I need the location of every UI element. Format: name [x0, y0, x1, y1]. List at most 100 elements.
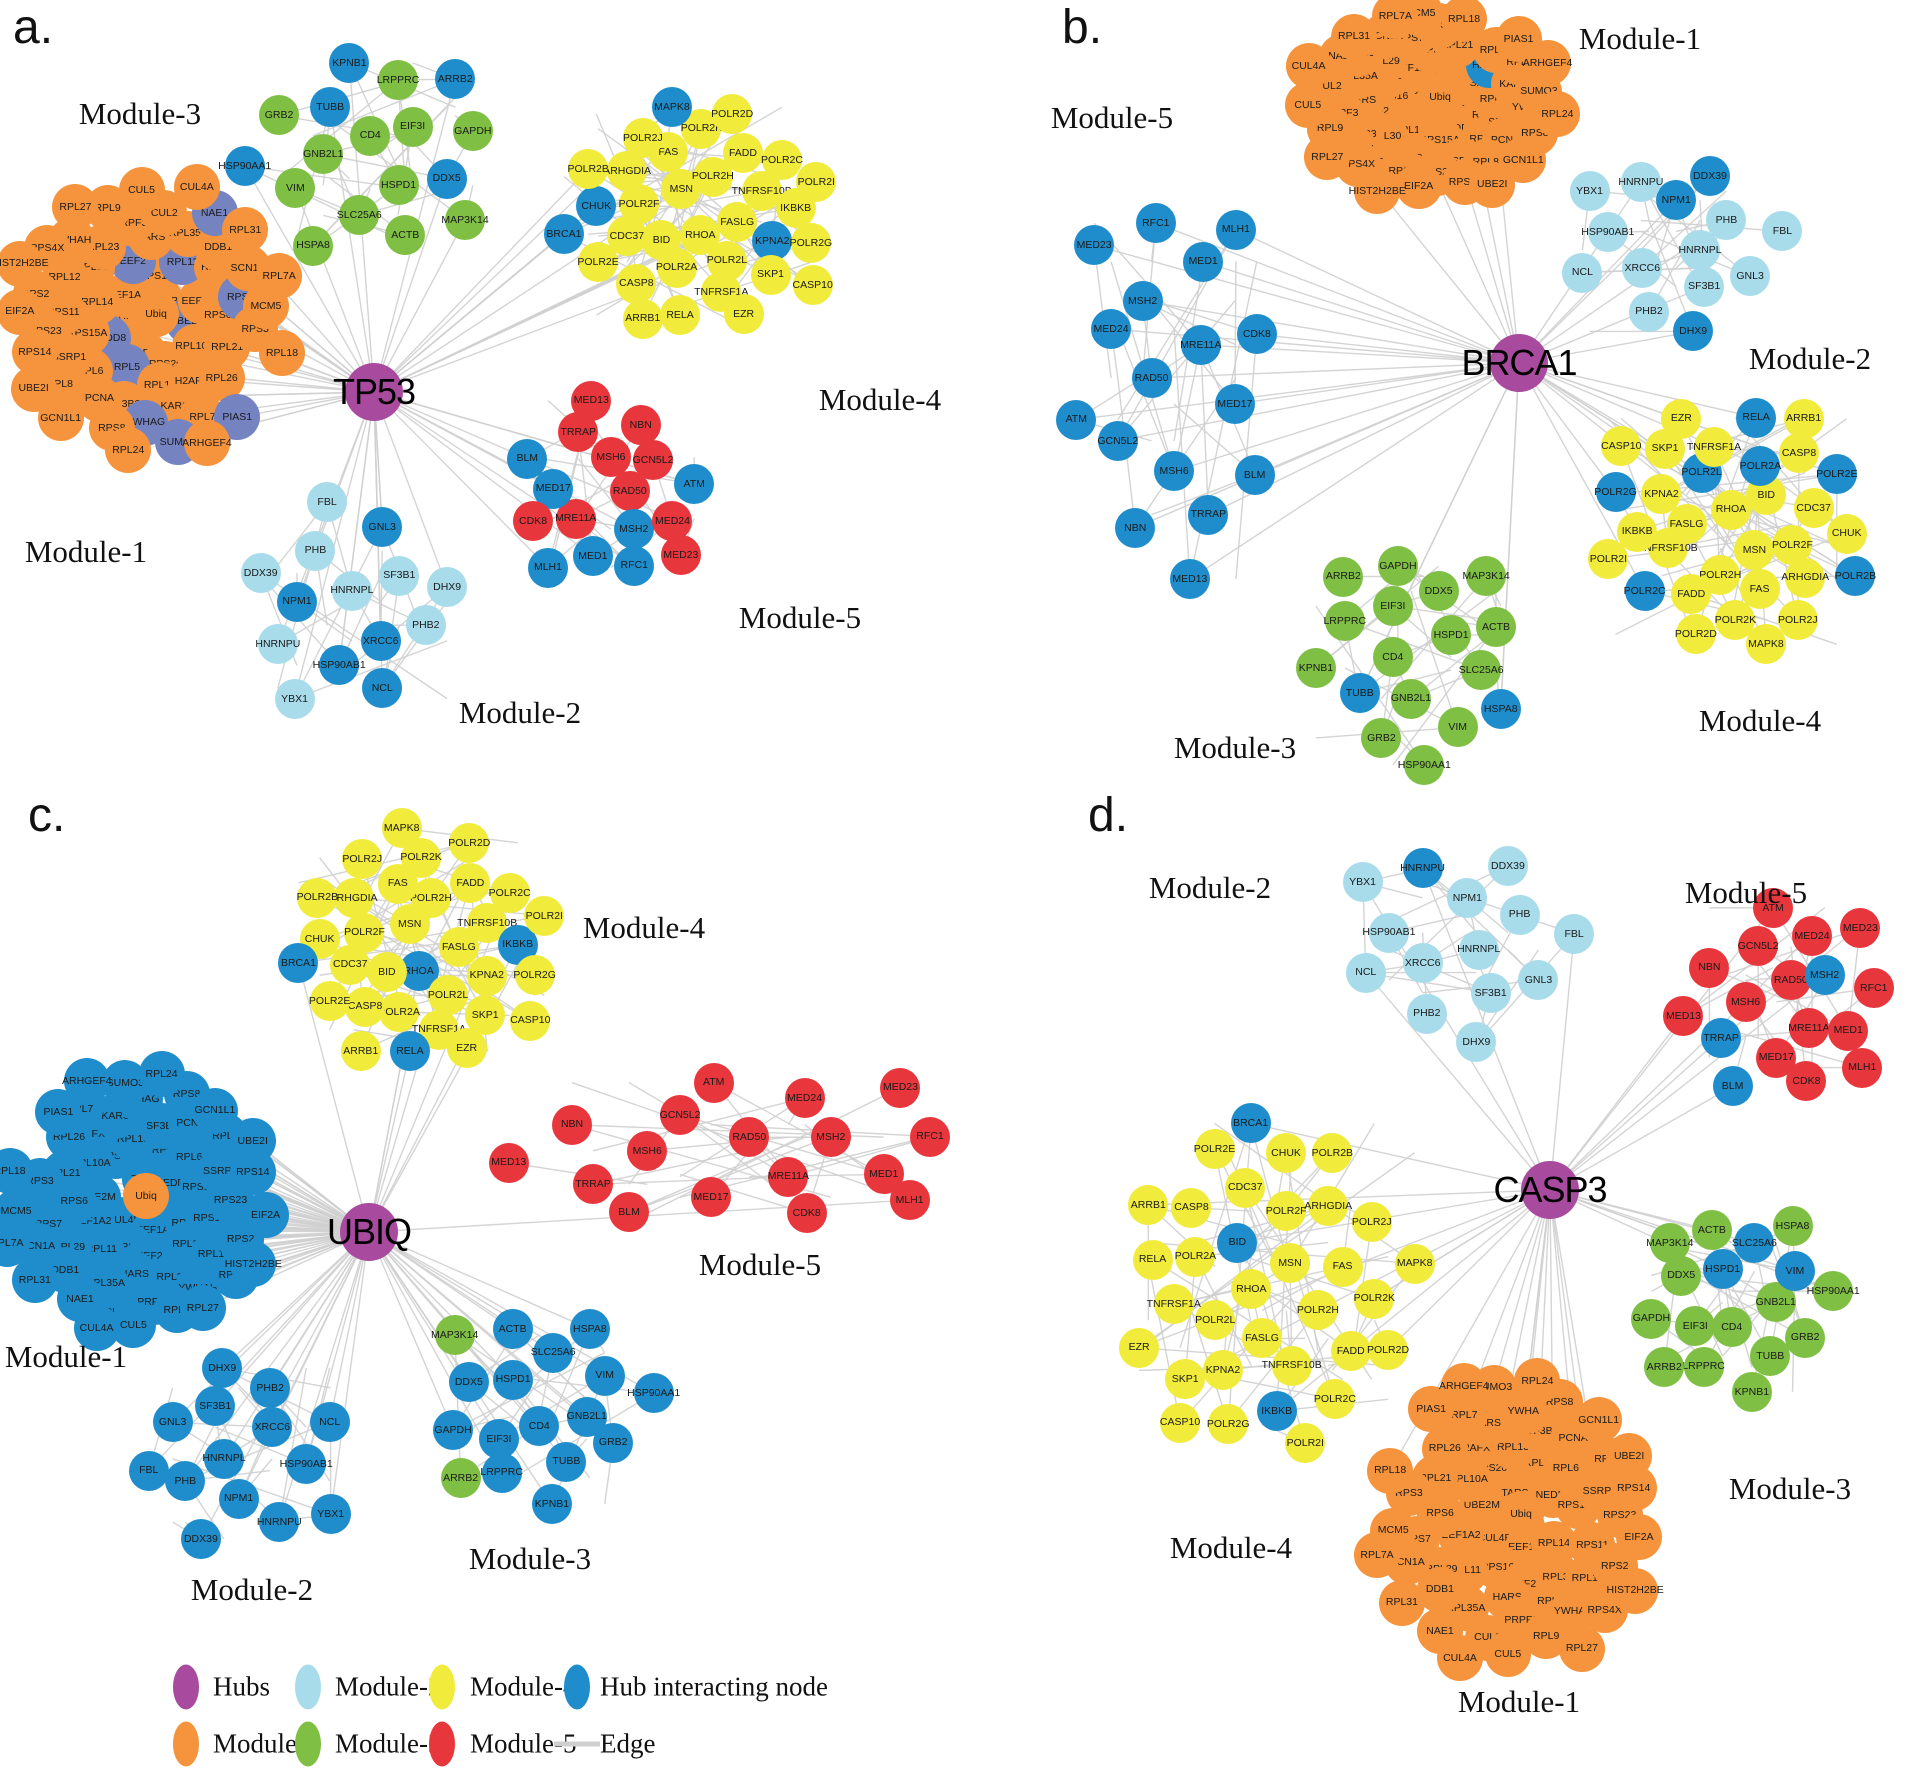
- node-rpl27: RPL27: [179, 1285, 226, 1332]
- node-label: HSPA8: [296, 239, 330, 252]
- node-arrb2: ARRB2: [435, 59, 476, 100]
- edge: [373, 219, 466, 393]
- node-label: CD4: [359, 129, 381, 142]
- node-label: RPS11: [1576, 1538, 1609, 1551]
- node-gcn5l2: GCN5L2: [660, 1094, 700, 1135]
- node-polr2f: POLR2F: [1265, 1191, 1307, 1232]
- node-label: RPL7A: [1360, 1549, 1394, 1562]
- node-label: KPNB1: [1298, 661, 1334, 674]
- node-arhgef4: ARHGEF4: [1439, 1363, 1489, 1410]
- node-rpl24: RPL24: [105, 427, 152, 473]
- node-label: HIST2H2BE: [1348, 184, 1406, 197]
- node-label: CDC37: [332, 958, 368, 971]
- node-label: POLR2E: [1193, 1142, 1236, 1155]
- node-label: BLM: [1243, 468, 1266, 481]
- module-label-c-module2: Module-2: [190, 1572, 314, 1607]
- node-label: POLR2E: [308, 995, 351, 1008]
- node-label: RPS2: [21, 287, 50, 300]
- node-label: SLC25A6: [1458, 663, 1504, 676]
- node-gnb2l1: GNB2L1: [303, 134, 344, 175]
- node-label: KPNB1: [1734, 1385, 1770, 1398]
- node-label: RPL10A: [71, 1157, 111, 1170]
- edge: [269, 1231, 370, 1389]
- node-med24: MED24: [652, 500, 693, 541]
- node-label: POLR2K: [400, 851, 442, 864]
- node-label: UBE2I: [18, 382, 49, 395]
- node-label: NPM1: [1452, 891, 1482, 904]
- node-eif3i: EIF3I: [1372, 586, 1413, 627]
- node-label: ARHGDIA: [329, 891, 378, 904]
- edge: [1195, 1241, 1329, 1258]
- node-kpna2: KPNA2: [466, 955, 507, 996]
- node-label: UBE2I: [237, 1134, 268, 1147]
- module-label-d-module1: Module-1: [1457, 1684, 1581, 1719]
- node-label: POLR2E: [1816, 468, 1858, 481]
- edge: [1117, 328, 1175, 472]
- node-sf3b1: SF3B1: [1470, 972, 1511, 1013]
- node-med13: MED13: [488, 1142, 529, 1183]
- node-vim: VIM: [1437, 707, 1478, 748]
- node-sf3b1: SF3B1: [1684, 266, 1725, 307]
- node-label: CUL4B: [1477, 1532, 1512, 1545]
- node-blm: BLM: [1712, 1066, 1753, 1107]
- node-label: XRCC6: [1624, 261, 1661, 274]
- node-cdc37: CDC37: [1793, 487, 1834, 528]
- edge: [1142, 300, 1520, 364]
- node-label: ACTB: [1697, 1224, 1726, 1237]
- node-arhgdia: ARHGDIA: [1781, 557, 1829, 598]
- node-label: MSH2: [816, 1130, 846, 1143]
- node-hnrnpl: HNRNPL: [1457, 929, 1500, 970]
- node-label: POLR2F: [1265, 1204, 1307, 1217]
- node-arrb1: ARRB1: [1783, 398, 1824, 439]
- node-label: HARS: [136, 230, 166, 243]
- node-label: MAP3K14: [441, 213, 489, 226]
- node-ncl: NCL: [1562, 252, 1603, 293]
- node-cul4a: CUL4A: [73, 1304, 120, 1351]
- node-label: GNL3: [368, 520, 396, 533]
- edge: [1518, 330, 1694, 364]
- node-label: RFC1: [916, 1130, 944, 1143]
- node-lrpprc: LRPPRC: [377, 60, 419, 101]
- node-label: RELA: [396, 1045, 424, 1058]
- node-hsp90aa1: HSP90AA1: [218, 146, 271, 187]
- node-label: ATM: [1065, 413, 1087, 426]
- node-label: HSPA8: [1775, 1219, 1810, 1232]
- node-label: RPL12: [1571, 1571, 1604, 1584]
- edge: [1256, 333, 1520, 364]
- node-label: ARRB1: [1786, 412, 1822, 425]
- legend-swatch-module5: [429, 1721, 455, 1767]
- node-label: KARS: [1472, 1417, 1501, 1430]
- legend-label: Hub interacting node: [600, 1671, 828, 1702]
- node-tnfrsf1a: TNFRSF1A: [1687, 427, 1741, 468]
- node-label: FASLG: [441, 940, 476, 953]
- node-label: RPL7: [1506, 55, 1533, 68]
- node-polr2e: POLR2E: [308, 981, 351, 1022]
- node-label: RPS11: [47, 305, 80, 318]
- node-cd4: CD4: [1711, 1306, 1752, 1347]
- node-ube2i: UBE2I: [229, 1117, 276, 1164]
- node-cdc37: CDC37: [330, 944, 371, 985]
- node-label: CDC37: [1796, 501, 1831, 514]
- module-label-b-module2: Module-2: [1748, 341, 1872, 376]
- node-label: MED17: [535, 482, 571, 495]
- node-label: SF3B1: [1474, 986, 1507, 999]
- node-trrap: TRRAP: [573, 1164, 613, 1205]
- node-label: IKBKB: [780, 201, 812, 214]
- node-label: RPL11: [85, 1243, 117, 1256]
- node-npm1: NPM1: [1656, 180, 1697, 221]
- node-label: EEF1A1: [1508, 1540, 1548, 1553]
- panel-letter-a: a.: [13, 1, 54, 54]
- node-label: GNB2L1: [303, 148, 344, 161]
- node-hsp90ab1: HSP90AB1: [1362, 912, 1415, 953]
- node-label: MED23: [1076, 238, 1112, 251]
- node-med24: MED24: [1792, 916, 1833, 957]
- node-rpl24: RPL24: [138, 1051, 185, 1098]
- node-label: POLR2L: [427, 989, 469, 1002]
- node-label: PCNA: [84, 392, 115, 405]
- node-rad50: RAD50: [729, 1117, 770, 1158]
- node-label: CDK8: [519, 515, 548, 528]
- edge: [1111, 328, 1520, 364]
- node-label: POLR2B: [296, 891, 339, 904]
- node-label: POLR2H: [691, 170, 734, 183]
- node-ddx39: DDX39: [240, 552, 281, 593]
